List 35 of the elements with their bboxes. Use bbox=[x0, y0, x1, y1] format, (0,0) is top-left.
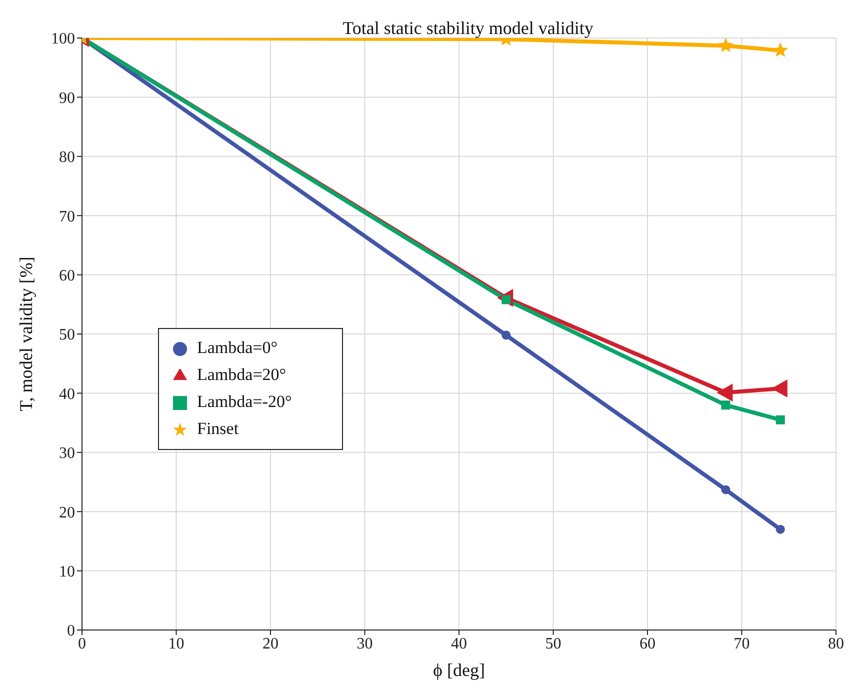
point bbox=[772, 42, 788, 57]
legend-label: Lambda=0° bbox=[197, 338, 278, 357]
y-tick-label: 90 bbox=[59, 90, 75, 107]
y-tick-label: 70 bbox=[59, 208, 75, 226]
y-axis-title: T, model validity [%] bbox=[16, 256, 36, 412]
x-tick-label: 20 bbox=[262, 635, 278, 652]
x-tick-label: 50 bbox=[545, 635, 562, 652]
y-tick-label: 80 bbox=[59, 149, 75, 166]
point bbox=[718, 38, 734, 52]
point bbox=[721, 400, 730, 410]
y-tick-label: 50 bbox=[59, 326, 75, 344]
legend-label: Finset bbox=[197, 419, 239, 438]
y-tick-label: 100 bbox=[51, 30, 75, 48]
x-tick-label: 40 bbox=[451, 635, 467, 652]
x-axis-title: ϕ [deg] bbox=[433, 660, 485, 680]
point bbox=[721, 485, 730, 494]
y-tick-label: 40 bbox=[59, 386, 75, 403]
x-tick-label: 80 bbox=[828, 635, 844, 652]
y-tick-label: 10 bbox=[59, 563, 75, 580]
legend-label: Lambda=20° bbox=[197, 365, 286, 384]
y-tick-label: 30 bbox=[59, 445, 75, 462]
x-tick-label: 70 bbox=[734, 635, 750, 652]
x-tick-label: 30 bbox=[356, 635, 373, 652]
point bbox=[776, 415, 785, 424]
x-tick-label: 0 bbox=[78, 635, 86, 652]
y-tick-label: 60 bbox=[59, 267, 75, 284]
legend-label: Lambda=-20° bbox=[197, 392, 292, 411]
x-tick-label: 10 bbox=[168, 635, 184, 652]
y-tick-label: 0 bbox=[67, 622, 75, 640]
point bbox=[502, 330, 511, 340]
chart-title: Total static stability model validity bbox=[342, 18, 594, 38]
point bbox=[776, 524, 785, 534]
x-tick-label: 60 bbox=[640, 635, 656, 652]
y-tick-label: 20 bbox=[59, 504, 75, 522]
point bbox=[716, 384, 733, 402]
